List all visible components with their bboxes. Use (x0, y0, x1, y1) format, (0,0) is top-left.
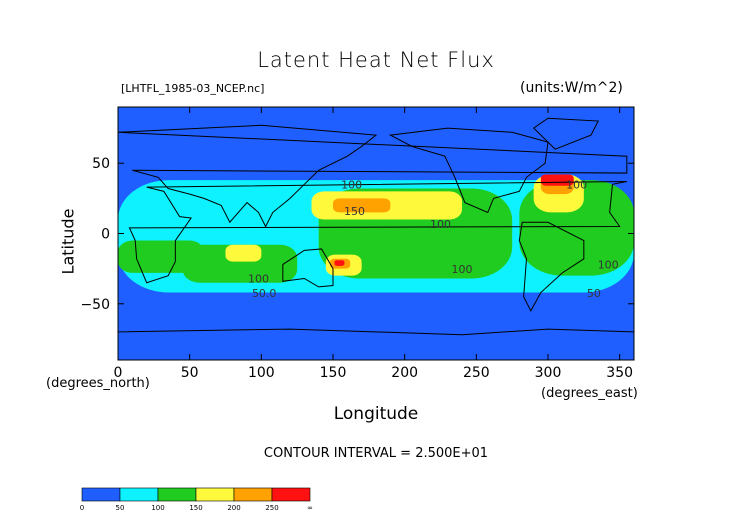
land-australia (282, 248, 334, 288)
flux-region-10 (333, 198, 391, 213)
colorbar-swatch (233, 487, 273, 502)
contour-label: 100 (452, 263, 473, 276)
y-tick-label: −50 (80, 297, 110, 313)
x-tick-label: 350 (606, 365, 633, 381)
flux-region-9 (225, 244, 262, 262)
colorbar-swatch (271, 487, 311, 502)
y-tick-label: 50 (92, 156, 110, 172)
flux-region-14 (334, 260, 345, 266)
colorbar-label: 0 (80, 504, 84, 512)
x-tick-label: 50 (181, 365, 199, 381)
contour-interval-label: CONTOUR INTERVAL = 2.500E+01 (263, 446, 489, 461)
x-tick-label: 0 (114, 365, 123, 381)
land-africa (128, 180, 627, 284)
contour-label: 50.0 (252, 287, 277, 300)
contour-label: 100 (598, 259, 619, 272)
colorbar-label: 50 (116, 504, 125, 512)
colorbar-label: 100 (151, 504, 164, 512)
y-unit-note: (degrees_north) (46, 376, 150, 391)
colorbar-label: ∞ (307, 504, 313, 512)
y-tick-label: 0 (101, 227, 110, 243)
x-tick-label: 150 (320, 365, 347, 381)
units-label: (units:W/m^2) (520, 80, 623, 96)
flux-region-3 (182, 244, 298, 283)
colorbar-label: 150 (189, 504, 202, 512)
colorbar-label: 250 (265, 504, 278, 512)
land-north-america (388, 127, 549, 214)
colorbar-swatch (81, 487, 121, 502)
land-greenland (532, 117, 599, 150)
x-tick-label: 100 (248, 365, 275, 381)
x-tick-label: 200 (391, 365, 418, 381)
contour-label: 100 (341, 179, 362, 192)
chart-title: Latent Heat Net Flux (257, 48, 495, 72)
contour-label: 50 (587, 287, 601, 300)
x-unit-note: (degrees_east) (541, 386, 638, 401)
colorbar-swatch (157, 487, 197, 502)
contour-label: 150 (344, 205, 365, 218)
colorbar-swatch (195, 487, 235, 502)
colorbar-label: 200 (227, 504, 240, 512)
contour-label: 100 (430, 218, 451, 231)
x-tick-label: 250 (463, 365, 490, 381)
colorbar-swatch (119, 487, 159, 502)
contour-label: 100 (248, 273, 269, 286)
x-tick-label: 300 (535, 365, 562, 381)
land-antarctica (118, 328, 634, 360)
land-eurasia (118, 124, 628, 228)
x-axis-label: Longitude (333, 404, 419, 424)
land-south-america (518, 221, 585, 312)
source-file-label: [LHTFL_1985-03_NCEP.nc] (121, 82, 265, 95)
contour-label: 100 (566, 179, 587, 192)
flux-region-4 (118, 240, 204, 273)
